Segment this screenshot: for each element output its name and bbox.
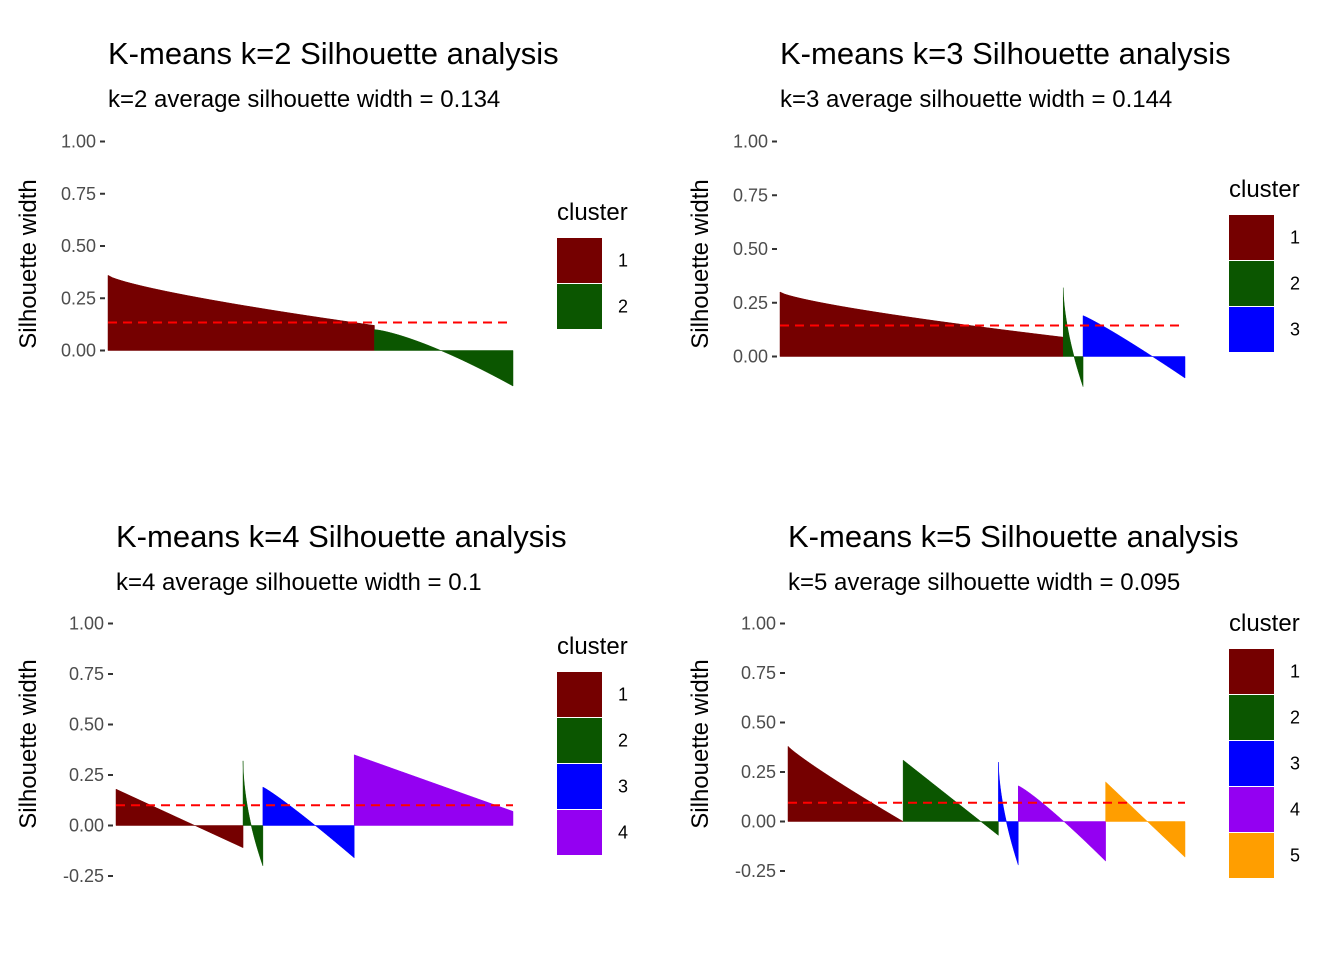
legend-key-1 <box>1229 649 1274 694</box>
legend-key-5 <box>1229 833 1274 878</box>
y-axis-label: Silhouette width <box>15 659 42 828</box>
y-tick-label: 0.75 <box>61 184 96 204</box>
legend-key-4 <box>1229 787 1274 832</box>
y-axis-label: Silhouette width <box>15 179 42 348</box>
chart-title: K-means k=5 Silhouette analysis <box>788 519 1239 554</box>
y-tick-label: 0.00 <box>61 341 96 361</box>
legend-key-3 <box>1229 741 1274 786</box>
chart-title: K-means k=4 Silhouette analysis <box>116 519 567 554</box>
legend-key-2 <box>1229 695 1274 740</box>
y-tick-label: 0.75 <box>69 664 104 684</box>
silhouette-cluster-3 <box>262 786 355 859</box>
y-tick-label: 1.00 <box>69 614 104 634</box>
y-axis-label: Silhouette width <box>687 659 714 828</box>
legend-label-4: 4 <box>1290 800 1300 820</box>
legend-label-5: 5 <box>1290 846 1300 866</box>
legend-label-3: 3 <box>618 777 628 797</box>
legend-label-3: 3 <box>1290 754 1300 774</box>
legend-key-4 <box>557 810 602 855</box>
legend-key-2 <box>1229 261 1274 306</box>
legend-key-1 <box>1229 215 1274 260</box>
y-tick-label: 0.50 <box>69 715 104 735</box>
y-tick-label: 0.50 <box>741 713 776 733</box>
y-tick-label: 0.25 <box>61 288 96 308</box>
legend-label-2: 2 <box>1290 708 1300 728</box>
legend-key-3 <box>557 764 602 809</box>
chart-panel-k4: K-means k=4 Silhouette analysis k=4 avera… <box>15 519 628 886</box>
legend-label-1: 1 <box>618 685 628 705</box>
legend-label-1: 1 <box>1290 228 1300 248</box>
y-tick-label: 0.00 <box>69 816 104 836</box>
y-tick-label: 0.75 <box>733 185 768 205</box>
legend-title: cluster <box>1229 176 1300 203</box>
y-tick-label: 1.00 <box>61 132 96 152</box>
y-tick-label: 1.00 <box>741 614 776 634</box>
y-tick-label: 0.50 <box>61 236 96 256</box>
legend-key-1 <box>557 238 602 283</box>
silhouette-cluster-2 <box>374 329 514 387</box>
silhouette-cluster-4 <box>353 754 514 826</box>
legend-title: cluster <box>1229 610 1300 637</box>
silhouette-cluster-1 <box>115 788 244 849</box>
y-tick-label: 0.00 <box>733 347 768 367</box>
silhouette-cluster-3 <box>998 762 1019 866</box>
y-tick-label: 0.00 <box>741 812 776 832</box>
chart-panel-k3: K-means k=3 Silhouette analysis k=3 avera… <box>687 36 1300 387</box>
legend-key-3 <box>1229 307 1274 352</box>
silhouette-cluster-2 <box>1062 287 1084 387</box>
chart-subtitle: k=5 average silhouette width = 0.095 <box>788 569 1180 596</box>
legend-key-2 <box>557 284 602 329</box>
legend-label-2: 2 <box>618 731 628 751</box>
y-tick-label: -0.25 <box>735 861 776 881</box>
legend-key-2 <box>557 718 602 763</box>
y-axis-label: Silhouette width <box>687 179 714 348</box>
chart-panel-k2: K-means k=2 Silhouette analysis k=2 avera… <box>15 36 628 387</box>
legend-label-2: 2 <box>618 297 628 317</box>
y-tick-label: 0.25 <box>69 765 104 785</box>
legend-label-1: 1 <box>618 251 628 271</box>
legend-title: cluster <box>557 633 628 660</box>
y-tick-label: -0.25 <box>63 866 104 886</box>
silhouette-cluster-1 <box>779 291 1064 357</box>
silhouette-cluster-1 <box>107 274 375 351</box>
chart-subtitle: k=4 average silhouette width = 0.1 <box>116 569 482 596</box>
silhouette-cluster-1 <box>787 745 905 822</box>
y-tick-label: 0.25 <box>733 293 768 313</box>
legend-title: cluster <box>557 199 628 226</box>
chart-panel-k5: K-means k=5 Silhouette analysis k=5 avera… <box>687 519 1300 881</box>
y-tick-label: 0.75 <box>741 663 776 683</box>
silhouette-cluster-2 <box>242 760 264 866</box>
chart-title: K-means k=2 Silhouette analysis <box>108 36 559 71</box>
y-tick-label: 0.25 <box>741 762 776 782</box>
silhouette-cluster-5 <box>1105 781 1186 858</box>
legend-label-4: 4 <box>618 823 628 843</box>
legend-label-1: 1 <box>1290 662 1300 682</box>
chart-subtitle: k=3 average silhouette width = 0.144 <box>780 86 1172 113</box>
silhouette-cluster-4 <box>1018 785 1106 862</box>
chart-subtitle: k=2 average silhouette width = 0.134 <box>108 86 500 113</box>
legend-key-1 <box>557 672 602 717</box>
legend-label-3: 3 <box>1290 320 1300 340</box>
silhouette-cluster-3 <box>1082 315 1186 379</box>
chart-title: K-means k=3 Silhouette analysis <box>780 36 1231 71</box>
y-tick-label: 1.00 <box>733 132 768 152</box>
y-tick-label: 0.50 <box>733 239 768 259</box>
silhouette-cluster-2 <box>902 759 999 836</box>
legend-label-2: 2 <box>1290 274 1300 294</box>
